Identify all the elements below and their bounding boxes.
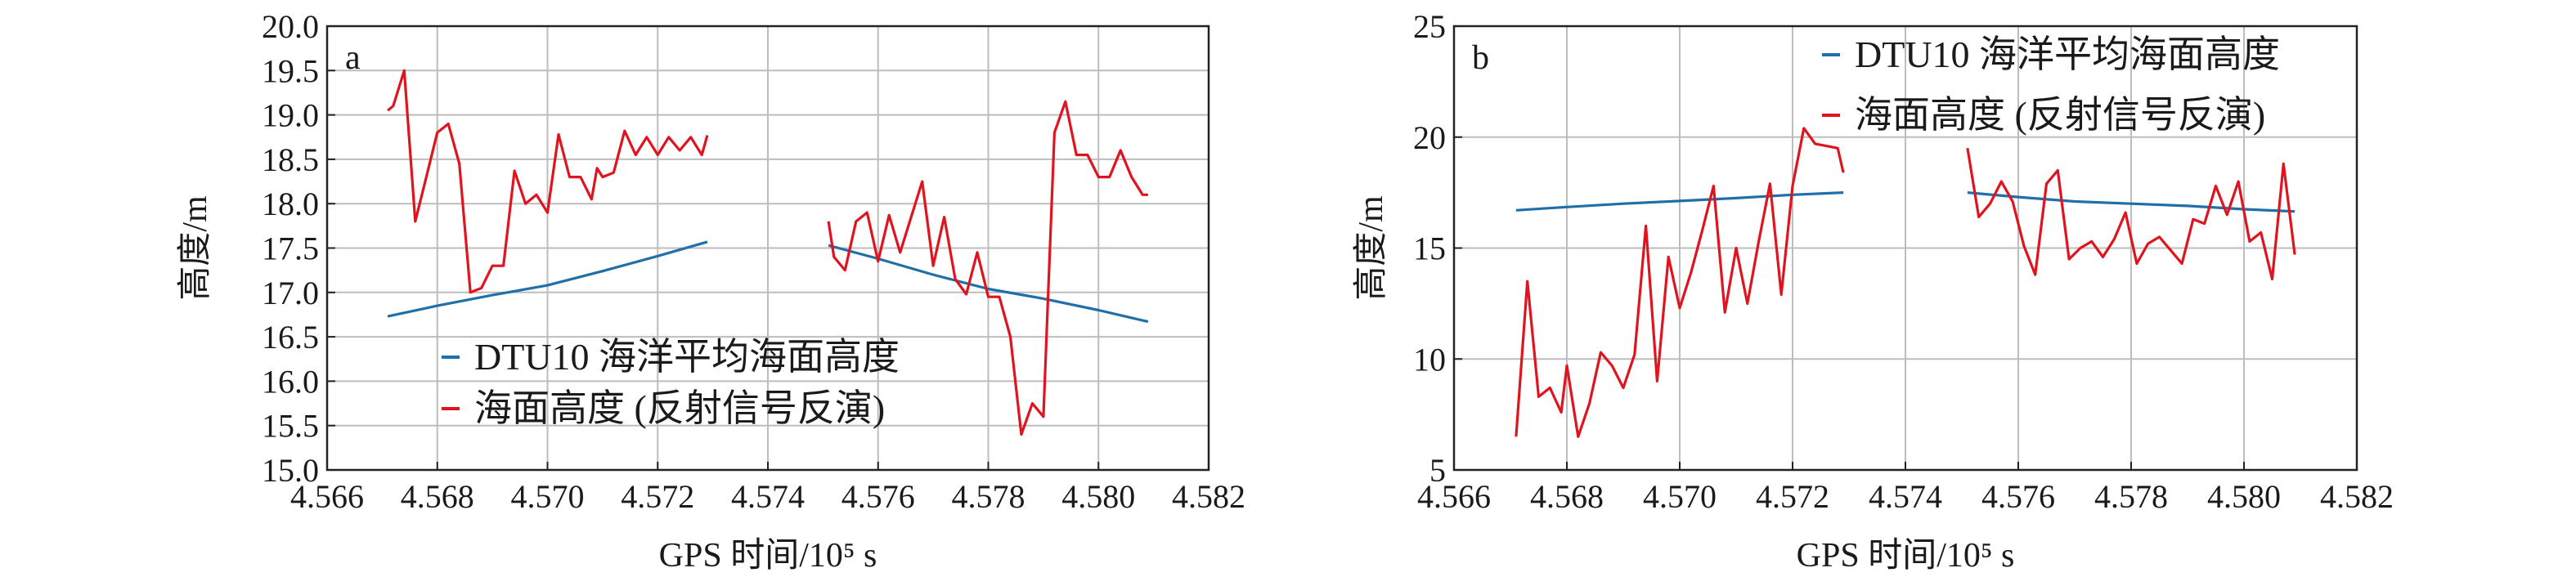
y-axis-label: 高度/m: [1353, 195, 1390, 301]
y-tick-label: 16.5: [262, 319, 319, 356]
y-tick-label: 19.0: [262, 97, 319, 134]
x-tick-label: 4.572: [1756, 478, 1829, 515]
x-tick-label: 4.578: [952, 478, 1025, 515]
x-axis-label: GPS 时间/10⁵ s: [659, 537, 877, 575]
x-tick-label: 4.568: [401, 478, 474, 515]
x-tick-label: 4.568: [1530, 478, 1604, 515]
series-line-reflection: [1966, 148, 2296, 281]
x-tick-label: 4.570: [511, 478, 585, 515]
y-axis-label: 高度/m: [177, 195, 214, 301]
x-tick-label: 4.578: [2094, 478, 2168, 515]
x-tick-label: 4.576: [841, 478, 915, 515]
x-tick-label: 4.574: [731, 478, 805, 515]
legend-label: 海面高度 (反射信号反演): [474, 387, 885, 429]
y-tick-label: 20.0: [262, 8, 319, 45]
chart-panel-b: 4.566 4.568 4.570 4.572 4.574 4.576 4.578 4.580…: [1353, 8, 2394, 575]
series-line-reflection: [827, 100, 1148, 436]
y-tick-label: 19.5: [262, 52, 319, 89]
y-tick-label: 17.5: [262, 230, 319, 267]
x-tick-label: 4.574: [1869, 478, 1942, 515]
x-tick-label: 4.566: [1417, 478, 1491, 515]
x-tick-label: 4.580: [1061, 478, 1135, 515]
series-line-reflection: [387, 69, 709, 294]
legend-label: DTU10 海洋平均海面高度: [1855, 34, 2280, 75]
panel-label: b: [1472, 39, 1489, 77]
x-tick-label: 4.580: [2207, 478, 2281, 515]
x-tick-label: 4.582: [2320, 478, 2394, 515]
panel-label: a: [345, 39, 361, 77]
y-tick-label: 20: [1413, 119, 1446, 156]
legend-label: DTU10 海洋平均海面高度: [474, 336, 900, 378]
y-tick-label: 10: [1413, 341, 1446, 378]
series-line-reflection: [1515, 127, 1845, 438]
x-tick-label: 4.576: [1981, 478, 2055, 515]
x-tick-label: 4.566: [290, 478, 364, 515]
y-tick-label: 16.0: [262, 363, 319, 400]
y-tick-label: 15: [1413, 230, 1446, 267]
y-tick-label: 5: [1429, 452, 1446, 489]
legend-label: 海面高度 (反射信号反演): [1855, 94, 2265, 136]
series-line-dtu10: [387, 240, 708, 318]
chart-panel-a: 4.566 4.568 4.570 4.572 4.574 4.576 4.578 4.580…: [177, 8, 1245, 575]
x-tick-label: 4.570: [1643, 478, 1717, 515]
y-tick-label: 15.5: [262, 408, 319, 445]
x-tick-label: 4.572: [621, 478, 694, 515]
y-tick-label: 17.0: [262, 275, 319, 311]
y-tick-label: 18.5: [262, 141, 319, 178]
x-tick-label: 4.582: [1172, 478, 1245, 515]
y-tick-label: 15.0: [262, 452, 319, 489]
x-axis-label: GPS 时间/10⁵ s: [1797, 537, 2015, 575]
y-tick-label: 25: [1413, 8, 1446, 45]
y-tick-label: 18.0: [262, 186, 319, 222]
